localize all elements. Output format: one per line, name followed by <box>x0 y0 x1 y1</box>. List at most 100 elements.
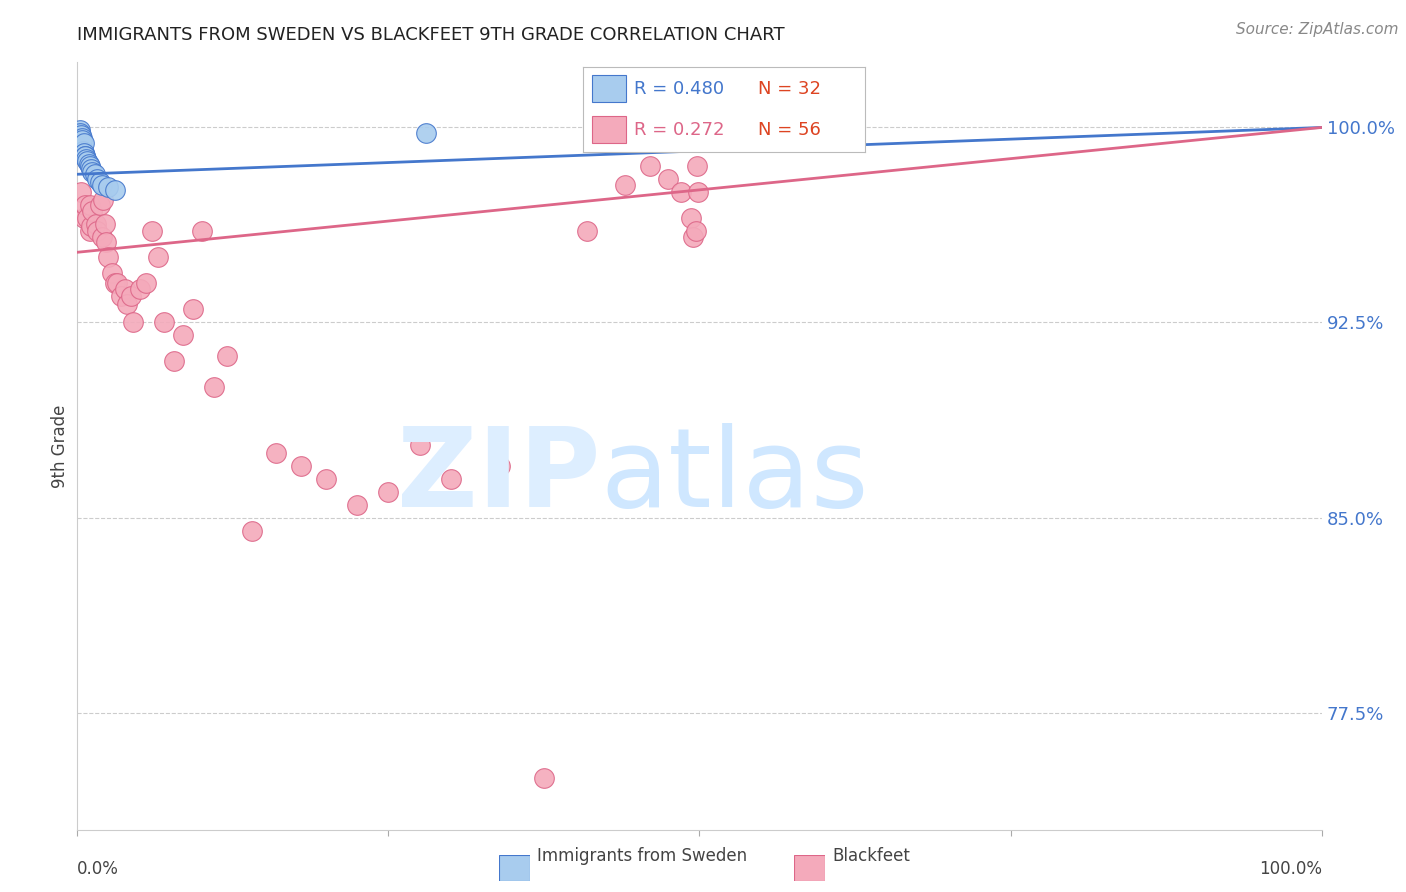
Point <box>489 458 512 473</box>
Point <box>290 458 312 473</box>
Point <box>657 172 679 186</box>
Text: N = 32: N = 32 <box>758 80 821 98</box>
Point <box>82 164 104 178</box>
Point <box>79 198 101 212</box>
Point <box>72 141 94 155</box>
Point <box>93 194 115 208</box>
Text: ZIP: ZIP <box>396 423 600 530</box>
Point <box>163 354 186 368</box>
Point <box>72 146 94 161</box>
Point <box>415 126 437 140</box>
Point <box>69 128 91 143</box>
Point <box>89 175 111 189</box>
Point <box>97 251 120 265</box>
Point <box>77 157 100 171</box>
Point <box>72 136 94 150</box>
Point <box>76 211 98 226</box>
Point <box>79 224 101 238</box>
Point <box>533 771 555 785</box>
Point <box>70 131 93 145</box>
Point <box>181 302 204 317</box>
Text: R = 0.272: R = 0.272 <box>634 120 724 138</box>
Point <box>79 160 101 174</box>
Point <box>80 219 103 234</box>
Point <box>110 289 132 303</box>
Point <box>80 162 103 177</box>
Point <box>67 126 90 140</box>
Point <box>135 277 157 291</box>
Point <box>638 160 661 174</box>
Point <box>70 186 93 200</box>
Point <box>70 128 93 143</box>
Point <box>215 349 238 363</box>
Text: Immigrants from Sweden: Immigrants from Sweden <box>537 847 747 865</box>
Point <box>669 186 692 200</box>
Point <box>686 160 709 174</box>
Point <box>67 133 90 147</box>
Text: Blackfeet: Blackfeet <box>832 847 910 865</box>
Y-axis label: 9th Grade: 9th Grade <box>51 404 69 488</box>
Point <box>576 224 599 238</box>
Point <box>689 120 711 135</box>
Point <box>72 144 94 158</box>
Text: R = 0.480: R = 0.480 <box>634 80 724 98</box>
Point <box>104 277 127 291</box>
Point <box>685 224 707 238</box>
Text: 0.0%: 0.0% <box>77 860 120 879</box>
Point <box>94 235 117 249</box>
Point <box>84 217 107 231</box>
Point <box>408 438 430 452</box>
Point <box>86 172 108 186</box>
Text: Source: ZipAtlas.com: Source: ZipAtlas.com <box>1236 22 1399 37</box>
Text: N = 56: N = 56 <box>758 120 821 138</box>
Point <box>101 266 124 280</box>
Text: atlas: atlas <box>600 423 869 530</box>
Point <box>763 123 786 137</box>
Point <box>115 297 138 311</box>
Point <box>72 211 94 226</box>
Point <box>83 167 105 181</box>
Text: 100.0%: 100.0% <box>1258 860 1322 879</box>
Point <box>148 251 170 265</box>
Point <box>93 217 115 231</box>
Point <box>86 224 108 238</box>
Point <box>122 316 145 330</box>
Point <box>172 328 194 343</box>
Point <box>114 282 136 296</box>
Point <box>76 154 98 169</box>
Point <box>75 152 97 166</box>
Point <box>73 198 96 212</box>
Point <box>120 289 142 303</box>
Point <box>69 123 91 137</box>
Point <box>70 138 93 153</box>
Point <box>70 136 93 150</box>
Bar <box>592 116 626 143</box>
Point <box>679 211 702 226</box>
Point <box>91 229 114 244</box>
Point <box>75 149 97 163</box>
Point <box>191 224 214 238</box>
Point <box>266 445 288 459</box>
Point <box>73 149 96 163</box>
Point <box>69 131 91 145</box>
Point <box>613 178 636 192</box>
Point <box>72 133 94 147</box>
Point <box>682 229 704 244</box>
Point <box>315 471 337 485</box>
Text: IMMIGRANTS FROM SWEDEN VS BLACKFEET 9TH GRADE CORRELATION CHART: IMMIGRANTS FROM SWEDEN VS BLACKFEET 9TH … <box>77 26 785 45</box>
Point <box>91 178 114 192</box>
Point <box>439 471 461 485</box>
Point <box>153 316 176 330</box>
Point <box>141 224 163 238</box>
Point <box>89 198 111 212</box>
Point <box>346 498 368 512</box>
Point <box>240 524 263 538</box>
Point <box>688 186 710 200</box>
Bar <box>592 76 626 103</box>
Point <box>105 277 128 291</box>
Point <box>69 126 91 140</box>
Point <box>128 282 150 296</box>
Point <box>377 484 399 499</box>
Point <box>104 183 127 197</box>
Point <box>73 146 96 161</box>
